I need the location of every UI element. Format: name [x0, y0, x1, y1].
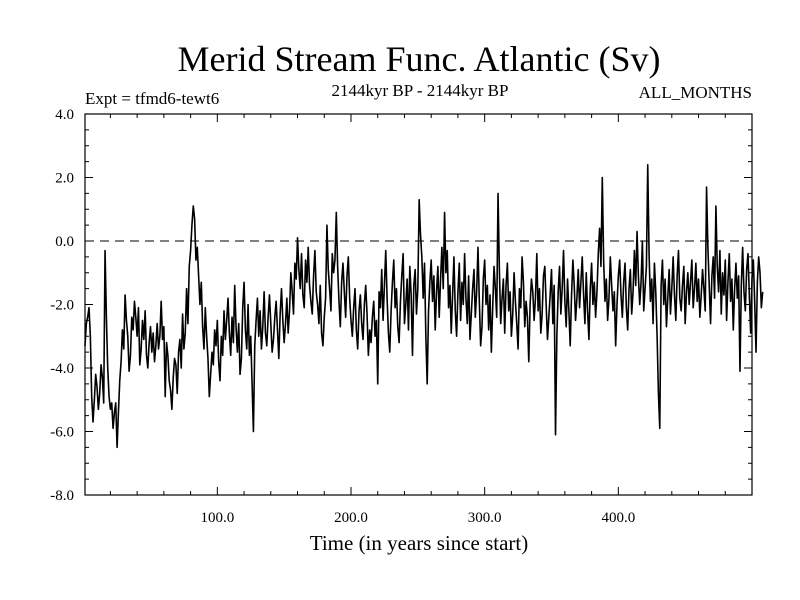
series-line	[84, 164, 764, 449]
x-axis-label: Time (in years since start)	[310, 531, 529, 555]
y-tick-label: -2.0	[50, 298, 74, 314]
chart-title: Merid Stream Func. Atlantic (Sv)	[178, 39, 661, 79]
y-tick-label: 4.0	[55, 107, 74, 123]
y-tick-label: 0.0	[55, 234, 74, 250]
x-tick-label: 200.0	[334, 510, 368, 526]
x-tick-label: 300.0	[468, 510, 502, 526]
months-label: ALL_MONTHS	[639, 83, 752, 102]
y-tick-label: 2.0	[55, 171, 74, 187]
experiment-label: Expt = tfmd6-tewt6	[85, 89, 219, 108]
axis-ticks	[85, 113, 752, 496]
time-range-label: 2144kyr BP - 2144kyr BP	[332, 81, 509, 100]
x-tick-label: 100.0	[200, 510, 234, 526]
y-tick-label: -4.0	[50, 361, 74, 377]
x-tick-label: 400.0	[601, 510, 635, 526]
tick-labels: -8.0 -6.0 -4.0 -2.0 0.0 2.0 4.0 100.0 200.0 300.0…	[50, 107, 635, 526]
y-tick-label: -6.0	[50, 425, 74, 441]
y-tick-label: -8.0	[50, 488, 74, 504]
